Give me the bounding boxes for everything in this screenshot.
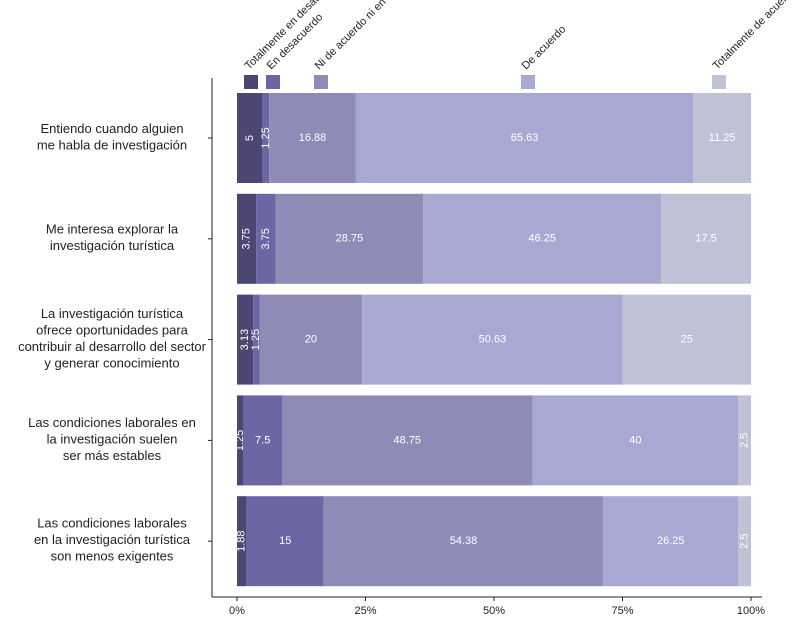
category-label: Me interesa explorar la investigación tur… — [46, 222, 179, 254]
legend-label: De acuerdo — [520, 23, 569, 72]
category-label-line: son menos exigentes — [51, 549, 174, 564]
bar-segment — [281, 395, 533, 486]
x-tick-label: 100% — [737, 605, 765, 617]
bar-segment — [532, 395, 739, 486]
category-label-line: ser más estables — [63, 448, 162, 463]
category-label-line: investigación turística — [50, 238, 175, 253]
x-tick-label: 0% — [229, 605, 245, 617]
legend-swatch — [266, 75, 280, 89]
data-label: 1.25 — [234, 430, 246, 451]
data-label: 2.5 — [739, 534, 751, 549]
data-label: 40 — [629, 434, 641, 446]
data-label: 48.75 — [393, 434, 421, 446]
bar-segment — [603, 496, 739, 587]
bar-segment — [738, 395, 751, 486]
legend-swatch — [712, 75, 726, 89]
data-label: 7.5 — [255, 434, 270, 446]
bar-segment — [262, 93, 270, 183]
data-label: 16.88 — [299, 132, 327, 144]
data-label: 5 — [244, 135, 256, 141]
bar-segment — [423, 193, 662, 284]
x-tick-label: 75% — [611, 605, 633, 617]
data-label: 1.25 — [250, 329, 262, 350]
bar-segment — [622, 294, 752, 385]
data-label: 15 — [279, 535, 291, 547]
data-label: 1.88 — [236, 530, 248, 551]
category-label-line: Me interesa explorar la — [46, 222, 179, 237]
category-label-line: Entiendo cuando alguien — [40, 121, 183, 136]
data-label: 11.25 — [709, 132, 736, 144]
data-label: 46.25 — [528, 233, 556, 245]
legend-label: Ni de acuerdo ni en desacuerdo — [313, 0, 432, 72]
category-label-line: contribuir al desarrollo del sector — [18, 339, 207, 354]
category-label-line: Las condiciones laborales — [37, 516, 187, 531]
bar-segment — [323, 496, 604, 587]
category-label-line: en la investigación turística — [34, 533, 191, 548]
bar-segment — [237, 93, 263, 183]
bar-segment — [362, 294, 623, 385]
bar-segment — [256, 193, 276, 284]
category-label-line: y generar conocimiento — [44, 356, 179, 371]
category-label-line: ofrece oportunidades para — [36, 323, 189, 338]
category-label-line: me habla de investigación — [37, 138, 187, 153]
bar-segment — [237, 395, 244, 486]
category-label-line: la investigación suelen — [47, 432, 178, 447]
data-label: 54.38 — [450, 535, 478, 547]
data-label: 28.75 — [336, 233, 364, 245]
data-label: 50.63 — [479, 334, 507, 346]
category-label-line: Las condiciones laborales en — [28, 415, 196, 430]
bar-segment — [243, 395, 282, 486]
data-label: 1.25 — [260, 127, 272, 148]
bar-segment — [661, 193, 751, 284]
bar-segment — [269, 93, 356, 183]
legend-label: Totalmente de acuerdo — [711, 0, 797, 72]
data-label: 17.5 — [695, 233, 716, 245]
bar-segment — [738, 496, 752, 587]
data-label: 3.13 — [239, 329, 251, 350]
bar-segment — [693, 93, 752, 183]
category-label: Las condiciones laborales en la investiga… — [34, 516, 191, 564]
bar-segment — [237, 496, 247, 587]
category-label: Entiendo cuando alguien me habla de inves… — [37, 121, 187, 153]
legend-swatch — [314, 75, 328, 89]
legend-swatch — [521, 75, 535, 89]
bar-segment — [275, 193, 424, 284]
bar-segment — [259, 294, 363, 385]
data-label: 65.63 — [511, 132, 539, 144]
legend-swatch — [244, 75, 258, 89]
bar-segment — [237, 193, 257, 284]
bar-segment — [237, 294, 254, 385]
bar-segment — [246, 496, 324, 587]
data-label: 26.25 — [657, 535, 685, 547]
data-label: 2.5 — [738, 433, 750, 448]
data-label: 3.75 — [260, 228, 272, 249]
category-label: La investigación turística ofrece oportun… — [18, 306, 207, 371]
data-label: 3.75 — [241, 228, 253, 249]
bar-segment — [355, 93, 694, 183]
bar-segment — [253, 294, 260, 385]
data-label: 20 — [305, 334, 317, 346]
x-tick-label: 50% — [483, 605, 505, 617]
data-label: 25 — [681, 334, 693, 346]
x-tick-label: 25% — [354, 605, 376, 617]
category-label: Las condiciones laborales en la investiga… — [28, 415, 196, 463]
category-label-line: La investigación turística — [41, 306, 184, 321]
